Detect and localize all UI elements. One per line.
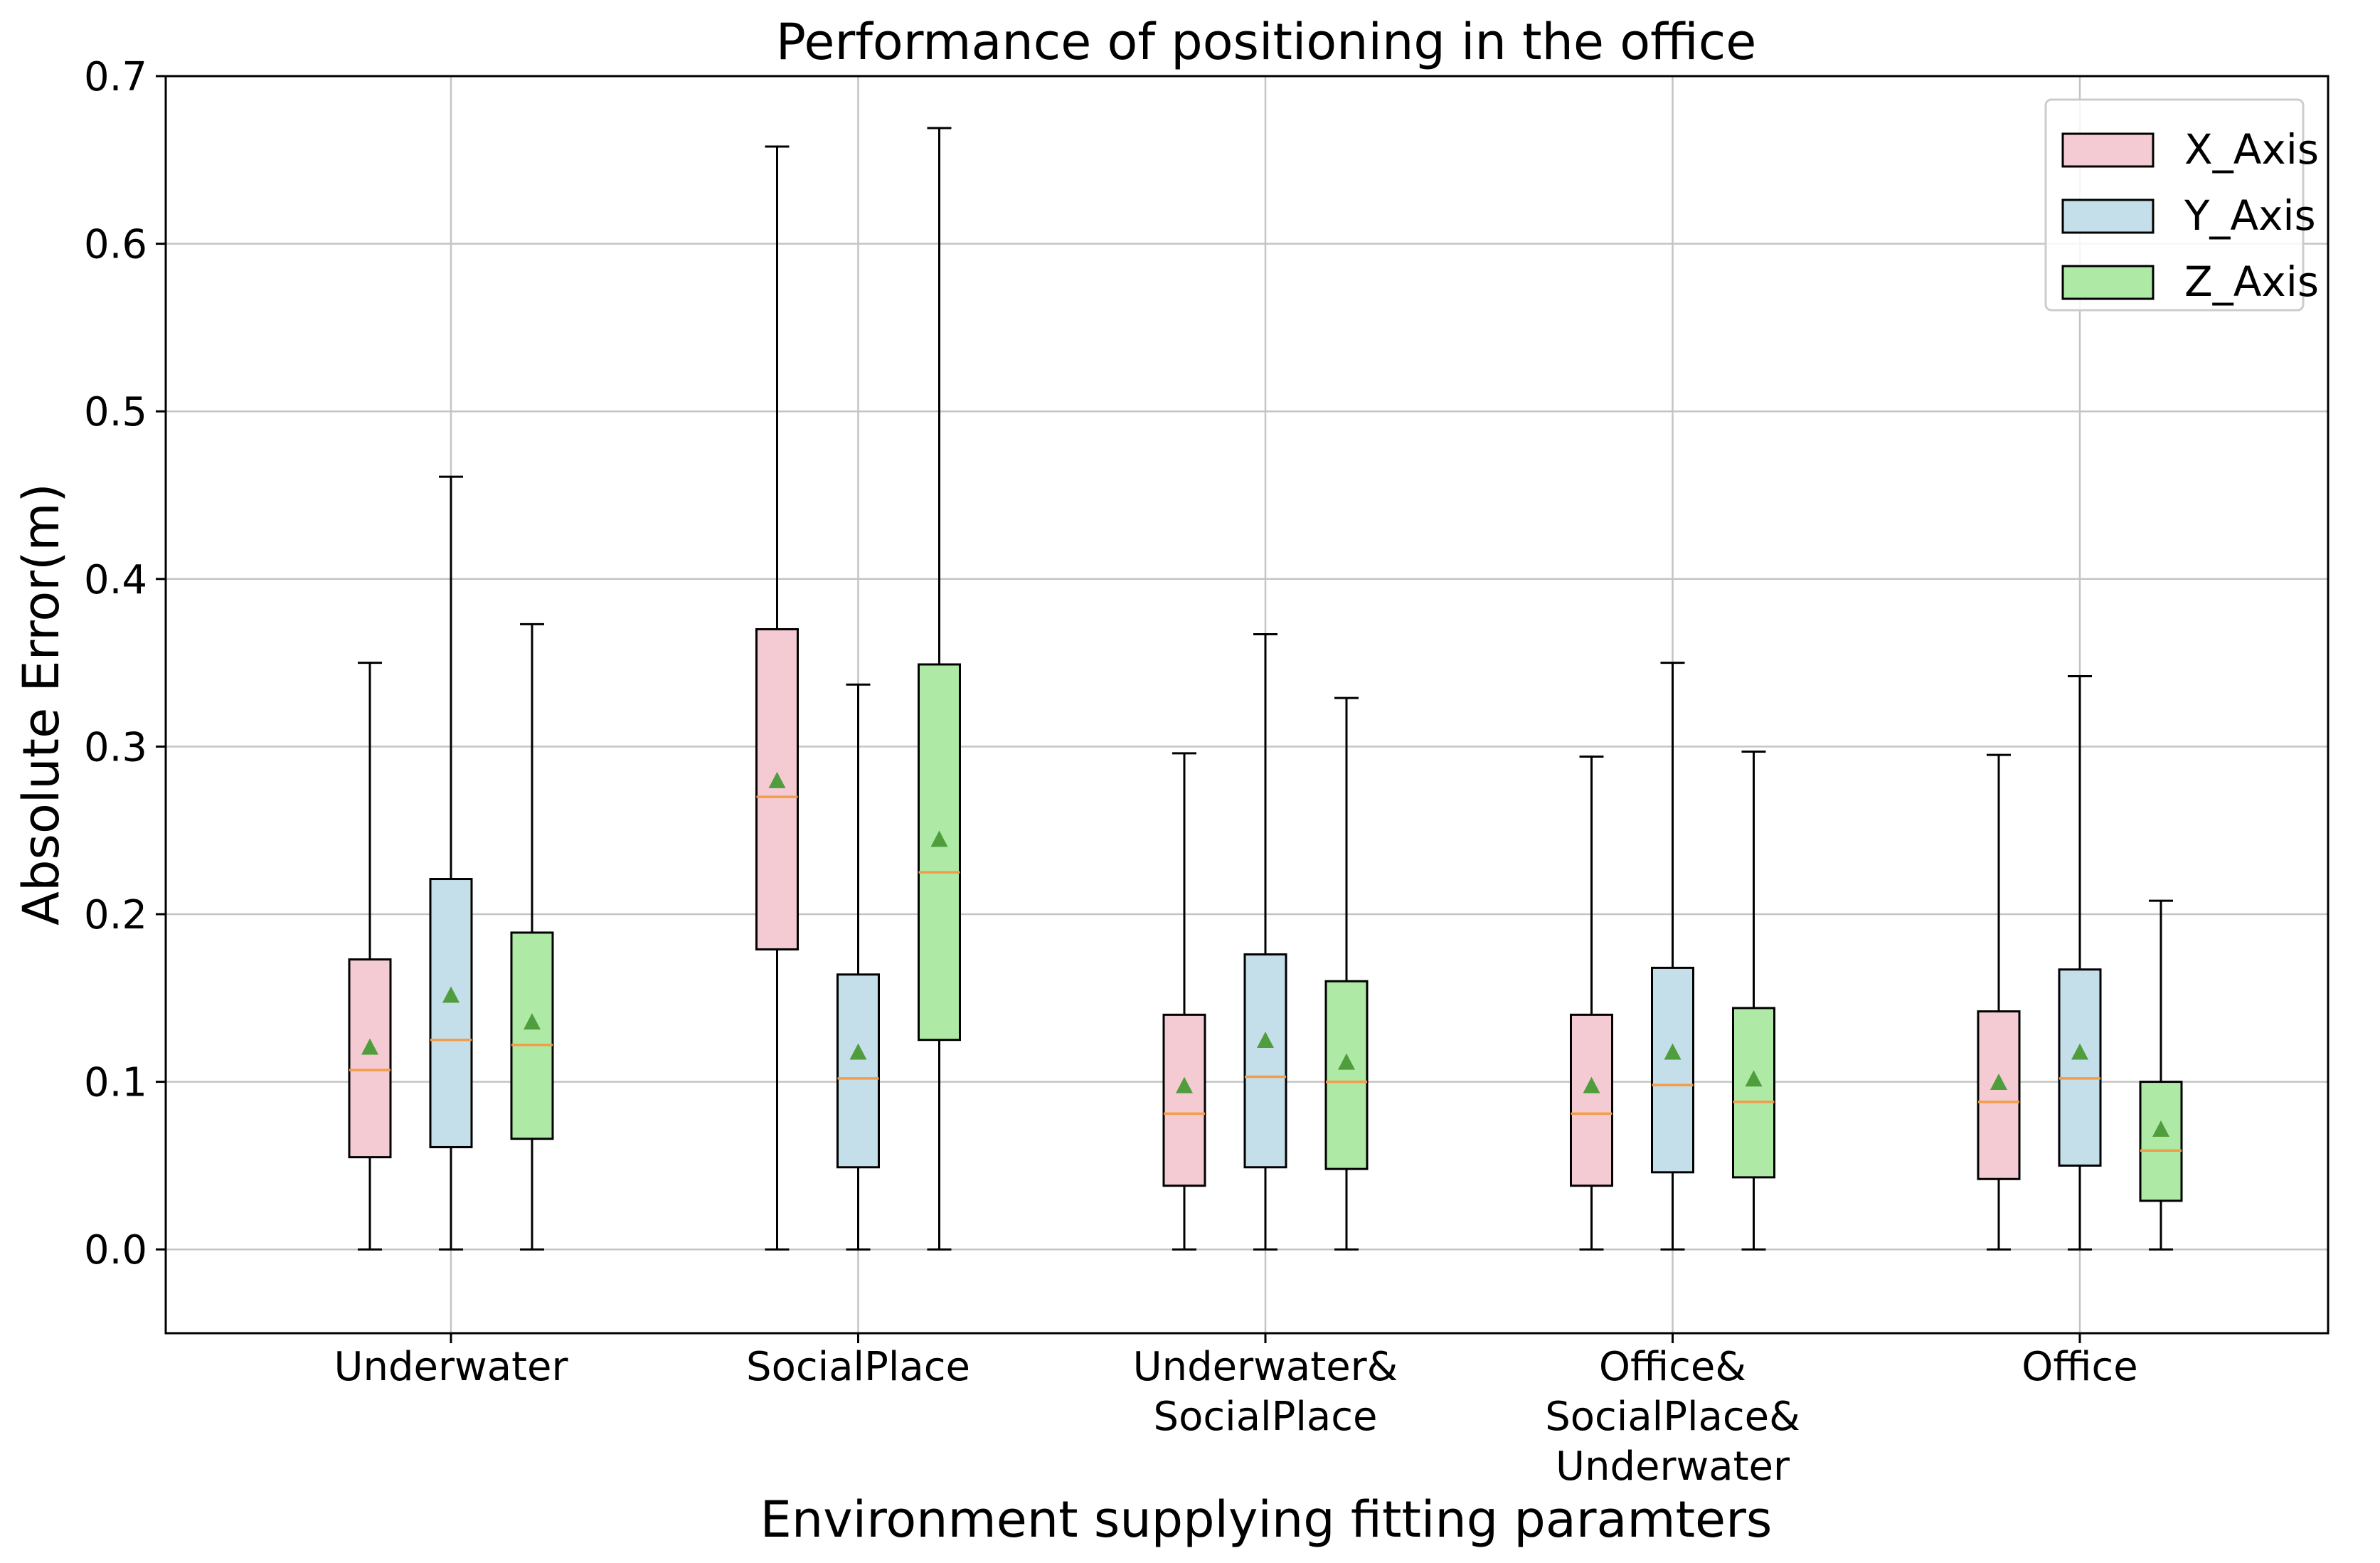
mean-marker xyxy=(2152,1120,2169,1137)
box-z-axis xyxy=(1324,696,1369,1251)
legend-item: Y_Axis xyxy=(2061,191,2316,240)
box-z-axis xyxy=(2139,899,2183,1251)
legend: X_Axis Y_Axis Z_Axis xyxy=(2044,98,2319,312)
mean-marker xyxy=(442,986,459,1003)
y-tick-label: 0.0 xyxy=(84,1227,147,1273)
mean-marker xyxy=(2071,1043,2088,1060)
x-tick-label: Office& xyxy=(1599,1344,1746,1390)
box-body xyxy=(1324,980,1369,1170)
y-tick-label: 0.2 xyxy=(84,892,147,938)
box-z-axis xyxy=(510,622,554,1251)
y-tick-label: 0.3 xyxy=(84,724,147,770)
box-body xyxy=(2058,968,2102,1167)
mean-marker xyxy=(361,1038,378,1055)
x-tick-label: Underwater& xyxy=(1133,1344,1398,1390)
box-body xyxy=(429,878,473,1148)
x-tick-label: SocialPlace& xyxy=(1545,1394,1800,1440)
x-axis-label: Environment supplying fitting paramters xyxy=(760,1490,1773,1549)
mean-marker xyxy=(1664,1043,1682,1060)
box-x-axis xyxy=(348,662,392,1251)
box-body xyxy=(348,958,392,1159)
box-body xyxy=(755,627,799,950)
legend-item: Z_Axis xyxy=(2061,258,2319,306)
legend-label: X_Axis xyxy=(2184,125,2319,174)
legend-swatch xyxy=(2061,132,2155,168)
mean-marker xyxy=(524,1013,541,1030)
box-y-axis xyxy=(1651,662,1694,1251)
box-y-axis xyxy=(2058,674,2102,1251)
mean-marker xyxy=(768,771,786,788)
legend-label: Z_Axis xyxy=(2184,258,2319,306)
box-body xyxy=(918,663,961,1042)
legend-item: X_Axis xyxy=(2061,125,2319,174)
mean-marker xyxy=(1176,1076,1193,1093)
box-body xyxy=(1651,966,1694,1174)
mean-marker xyxy=(1745,1070,1763,1087)
x-tick-label: Underwater xyxy=(1556,1443,1790,1490)
mean-marker xyxy=(1257,1032,1274,1049)
box-z-axis xyxy=(918,127,961,1251)
box-x-axis xyxy=(755,145,799,1251)
chart-title: Performance of positioning in the office xyxy=(776,13,1757,71)
box-x-axis xyxy=(1977,753,2021,1251)
box-y-axis xyxy=(836,683,880,1251)
box-x-axis xyxy=(1570,756,1613,1251)
mean-marker xyxy=(1990,1073,2007,1090)
x-tick-label: SocialPlace xyxy=(746,1344,970,1390)
x-tick-label: SocialPlace xyxy=(1154,1394,1378,1440)
box-x-axis xyxy=(1162,752,1206,1251)
y-tick-label: 0.5 xyxy=(84,389,147,435)
legend-swatch xyxy=(2061,265,2155,300)
legend-swatch xyxy=(2061,198,2155,234)
box-body xyxy=(1732,1007,1775,1179)
box-y-axis xyxy=(1243,633,1287,1251)
y-tick-label: 0.7 xyxy=(84,54,147,100)
mean-marker xyxy=(1338,1053,1355,1070)
y-axis-label: Absolute Error(m) xyxy=(12,483,70,926)
mean-marker xyxy=(849,1043,867,1060)
box-series xyxy=(348,127,2183,1251)
y-tick-label: 0.6 xyxy=(84,222,147,268)
box-body xyxy=(1977,1010,2021,1180)
mean-marker xyxy=(930,830,948,847)
box-body xyxy=(510,931,554,1140)
x-tick-label: Office xyxy=(2022,1344,2137,1390)
y-tick-label: 0.1 xyxy=(84,1060,147,1106)
y-axis-ticks: 0.0 0.1 0.2 0.3 0.4 0.5 0.6 0.7 xyxy=(84,54,166,1273)
box-body xyxy=(836,973,880,1169)
plot-area-frame xyxy=(164,75,2329,1335)
mean-marker xyxy=(1583,1076,1600,1093)
box-body xyxy=(1162,1013,1206,1187)
x-tick-label: Underwater xyxy=(334,1344,568,1390)
box-z-axis xyxy=(1732,750,1775,1251)
x-axis-ticks: Underwater SocialPlace Underwater&SocialPl… xyxy=(334,1333,2138,1490)
box-body xyxy=(2139,1081,2183,1202)
legend-label: Y_Axis xyxy=(2184,191,2316,240)
box-body xyxy=(1243,953,1287,1169)
box-y-axis xyxy=(429,475,473,1251)
y-tick-label: 0.4 xyxy=(84,557,147,603)
box-body xyxy=(1570,1013,1613,1187)
